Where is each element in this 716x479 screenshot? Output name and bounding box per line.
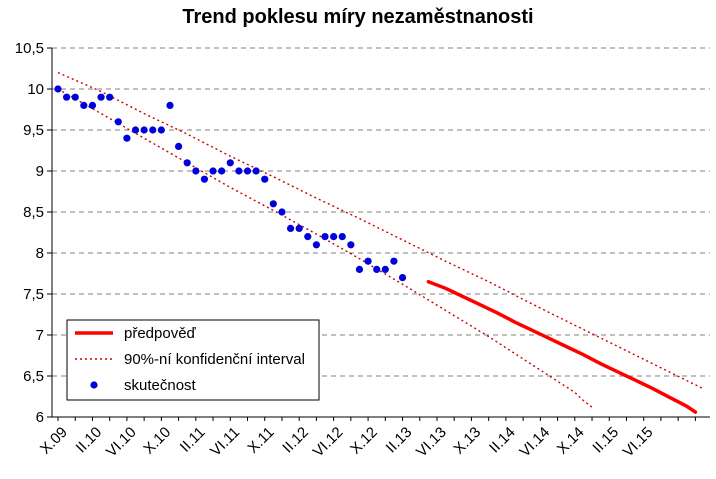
y-tick-label: 8 — [36, 245, 44, 262]
y-tick-label: 9 — [36, 163, 44, 180]
x-tick-label: II.13 — [383, 424, 416, 457]
y-tick-label: 10 — [27, 81, 44, 98]
x-tick-label: X.09 — [37, 424, 71, 458]
data-point — [390, 257, 398, 265]
legend-actual-label: skutečnost — [124, 377, 197, 394]
data-point — [304, 233, 312, 241]
data-point — [330, 233, 338, 241]
data-point — [149, 126, 157, 134]
forecast-line — [426, 279, 698, 414]
data-point — [269, 200, 277, 208]
x-tick-label: VI.14 — [516, 424, 553, 461]
y-tick-label: 8,5 — [23, 204, 44, 221]
legend-actual-swatch — [90, 381, 98, 389]
y-tick-label: 9,5 — [23, 122, 44, 139]
data-point — [252, 167, 260, 175]
data-point — [174, 142, 183, 150]
x-tick-label: VI.13 — [413, 424, 450, 461]
y-tick-label: 6 — [36, 409, 44, 426]
data-point — [295, 224, 303, 232]
data-point — [321, 233, 329, 241]
data-point — [226, 159, 234, 167]
data-point — [286, 224, 295, 232]
x-tick-label: II.12 — [279, 424, 312, 457]
data-point — [54, 85, 62, 93]
x-tick-label: X.14 — [554, 424, 588, 458]
data-point — [364, 257, 372, 265]
data-point — [97, 93, 105, 101]
legend-ci-label: 90%-ní konfidenční interval — [124, 351, 305, 368]
x-tick-label: VI.12 — [310, 424, 347, 461]
data-point — [218, 167, 226, 175]
data-point — [166, 101, 174, 109]
data-point — [312, 241, 320, 249]
data-point — [88, 101, 97, 109]
x-tick-label: X.13 — [450, 424, 484, 458]
data-point — [63, 93, 71, 101]
x-tick-label: II.11 — [177, 424, 209, 456]
data-point — [106, 93, 114, 101]
data-point — [347, 241, 355, 249]
data-point — [243, 167, 252, 175]
y-tick-label: 7,5 — [23, 286, 44, 303]
data-point — [278, 208, 286, 216]
x-tick-label: X.10 — [140, 424, 174, 458]
data-point — [235, 167, 243, 175]
data-point — [398, 274, 407, 282]
data-point — [140, 126, 148, 134]
x-tick-label: II.15 — [589, 424, 622, 457]
x-tick-label: II.14 — [486, 424, 519, 457]
y-tick-label: 6,5 — [23, 368, 44, 385]
data-point — [209, 167, 217, 175]
y-tick-label: 7 — [36, 327, 44, 344]
ci-lower-line — [57, 88, 593, 408]
legend: předpověď 90%-ní konfidenční interval skut… — [66, 319, 320, 401]
data-point — [200, 175, 209, 183]
data-point — [71, 93, 79, 101]
data-point — [114, 118, 122, 126]
data-point — [192, 167, 200, 175]
y-tick-label: 10,5 — [15, 40, 44, 57]
x-tick-label: VI.10 — [103, 424, 140, 461]
x-tick-label: VI.15 — [620, 424, 657, 461]
data-point — [355, 265, 364, 273]
data-point — [261, 175, 269, 183]
series-layer — [54, 71, 705, 414]
x-tick-label: X.12 — [347, 424, 381, 458]
data-point — [123, 134, 131, 142]
data-point — [338, 233, 346, 241]
x-tick-label: X.11 — [244, 424, 277, 457]
chart-title: Trend poklesu míry nezaměstnanosti — [182, 6, 534, 28]
data-point — [373, 265, 381, 273]
data-point — [157, 126, 165, 134]
legend-forecast-label: předpověď — [124, 325, 197, 342]
data-point — [80, 101, 88, 109]
x-tick-label: II.10 — [73, 424, 106, 457]
x-tick-label: VI.11 — [207, 424, 243, 460]
data-point — [183, 159, 191, 167]
data-point — [381, 265, 389, 273]
data-point — [131, 126, 140, 134]
